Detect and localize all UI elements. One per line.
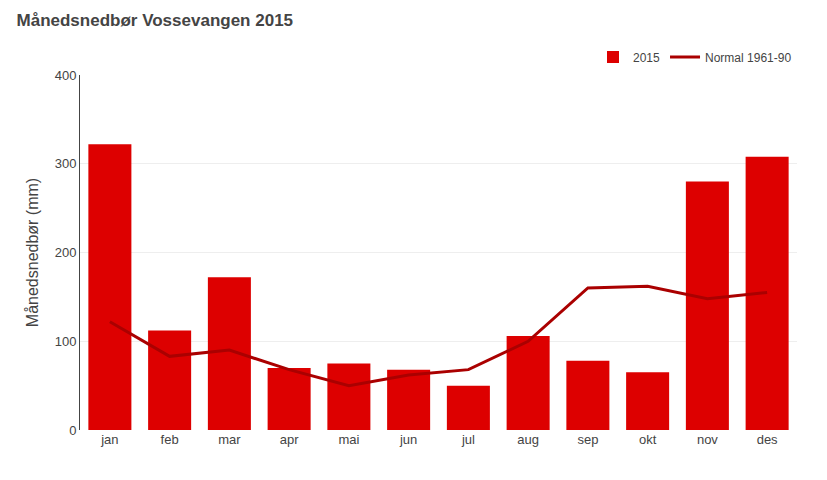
svg-text:feb: feb xyxy=(161,432,179,447)
svg-text:jul: jul xyxy=(461,432,475,447)
svg-text:des: des xyxy=(757,432,778,447)
svg-text:200: 200 xyxy=(55,245,77,260)
svg-text:100: 100 xyxy=(55,334,77,349)
svg-text:400: 400 xyxy=(55,68,77,83)
svg-text:Normal 1961-90: Normal 1961-90 xyxy=(705,51,791,65)
svg-text:Månedsnedbør Vossevangen 2015: Månedsnedbør Vossevangen 2015 xyxy=(17,11,294,30)
svg-text:300: 300 xyxy=(55,156,77,171)
svg-text:okt: okt xyxy=(639,432,657,447)
svg-text:jan: jan xyxy=(100,432,118,447)
svg-text:2015: 2015 xyxy=(633,51,660,65)
svg-text:nov: nov xyxy=(697,432,718,447)
svg-text:jun: jun xyxy=(399,432,417,447)
svg-text:mar: mar xyxy=(218,432,241,447)
svg-text:aug: aug xyxy=(517,432,539,447)
svg-text:0: 0 xyxy=(69,423,76,438)
svg-text:Månedsnedbør (mm): Månedsnedbør (mm) xyxy=(24,178,41,327)
svg-text:apr: apr xyxy=(280,432,299,447)
svg-text:mai: mai xyxy=(338,432,359,447)
svg-text:sep: sep xyxy=(577,432,598,447)
